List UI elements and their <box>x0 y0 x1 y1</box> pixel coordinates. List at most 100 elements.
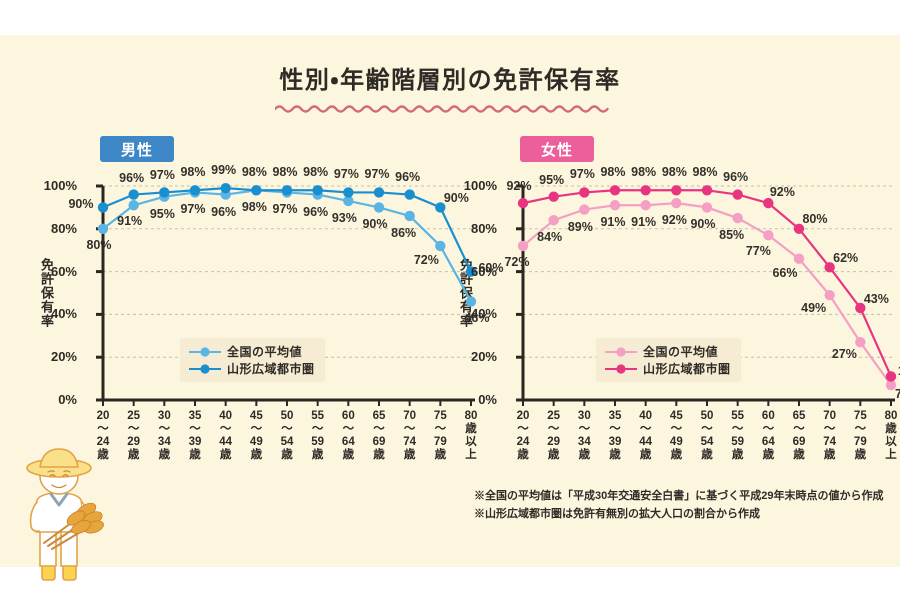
x-axis-tick-label: 70 〜 74 歳 <box>403 410 417 461</box>
y-axis-tick-label: 80% <box>50 220 77 236</box>
x-axis-tick-label: 40 〜 44 歳 <box>639 410 653 461</box>
data-value-label: 97% <box>272 202 298 217</box>
x-axis-tick-label: 35 〜 39 歳 <box>188 410 202 461</box>
series-point <box>855 337 866 348</box>
y-axis-tick-label: 20% <box>50 349 77 365</box>
legend-marker-icon <box>189 346 221 357</box>
x-axis-tick-label: 25 〜 29 歳 <box>127 410 141 461</box>
data-value-label: 46% <box>464 310 490 325</box>
series-point <box>609 200 621 211</box>
data-value-label: 77% <box>745 244 771 259</box>
series-point <box>251 185 262 196</box>
series-point <box>404 189 415 200</box>
series-point <box>793 223 805 234</box>
data-value-label: 85% <box>719 228 745 243</box>
data-value-label: 91% <box>631 215 657 230</box>
data-value-label: 43% <box>863 291 889 306</box>
data-value-label: 98% <box>661 165 687 180</box>
x-axis-tick-label: 20 〜 24 歳 <box>516 410 530 461</box>
x-axis-tick-label: 50 〜 54 歳 <box>280 410 294 461</box>
series-point <box>517 197 529 209</box>
series-point <box>640 185 651 196</box>
data-value-label: 98% <box>631 165 657 180</box>
x-axis-tick-label: 70 〜 74 歳 <box>823 410 837 461</box>
series-point <box>281 185 293 196</box>
series-point <box>517 240 529 252</box>
data-value-label: 97% <box>333 167 359 182</box>
legend-female: 全国の平均値 山形広域都市圏 <box>596 338 741 382</box>
data-value-label: 98% <box>241 200 267 215</box>
series-point <box>465 296 477 307</box>
data-value-label: 91% <box>600 215 626 230</box>
series-point <box>128 200 139 211</box>
series-point <box>824 262 835 273</box>
data-value-label: 92% <box>506 179 532 194</box>
data-value-label: 98% <box>180 165 206 180</box>
data-value-label: 80% <box>86 237 112 252</box>
series-point <box>343 195 354 207</box>
y-axis-tick-label: 40% <box>470 306 497 322</box>
series-point <box>404 210 415 222</box>
series-point <box>548 191 559 202</box>
data-value-label: 72% <box>413 252 439 267</box>
series-point <box>97 202 109 213</box>
y-axis-tick-label: 100% <box>463 178 497 193</box>
series-point <box>855 302 866 314</box>
y-axis-tick-label: 80% <box>470 220 497 236</box>
series-point <box>885 371 897 382</box>
series-point <box>793 253 805 264</box>
data-value-label: 97% <box>180 202 206 217</box>
y-axis-tick-label: 0% <box>58 392 77 407</box>
x-axis-tick-label: 80 歳以上 <box>884 410 898 461</box>
chart-plot-female <box>516 184 897 406</box>
series-point <box>435 240 446 252</box>
data-value-label: 97% <box>364 167 390 182</box>
legend-row: 山形広域都市圏 <box>604 360 731 377</box>
x-axis-tick-label: 45 〜 49 歳 <box>669 410 683 461</box>
data-value-label: 72% <box>504 254 530 269</box>
x-axis-tick-label: 30 〜 34 歳 <box>157 410 171 461</box>
data-value-label: 92% <box>661 213 687 228</box>
data-value-label: 98% <box>692 165 718 180</box>
data-value-label: 90% <box>690 217 716 232</box>
series-point <box>579 187 590 198</box>
data-value-label: 96% <box>303 204 329 219</box>
data-value-label: 49% <box>801 301 827 316</box>
x-axis-tick-label: 60 〜 64 歳 <box>761 410 775 461</box>
series-point <box>159 187 170 198</box>
data-value-label: 95% <box>149 206 175 221</box>
series-point <box>609 185 621 196</box>
series-point <box>885 379 897 391</box>
series-point <box>373 202 385 213</box>
data-value-label: 97% <box>569 167 595 182</box>
series-point <box>671 197 682 209</box>
footnote-line-1: ※全国の平均値は「平成30年交通安全白書」に基づく平成29年末時点の値から作成 <box>474 490 884 502</box>
x-axis-tick-label: 40 〜 44 歳 <box>219 410 233 461</box>
data-value-label: 80% <box>802 211 828 226</box>
data-value-label: 98% <box>600 165 626 180</box>
x-axis-tick-label: 30 〜 34 歳 <box>577 410 591 461</box>
series-point <box>548 215 559 226</box>
data-value-label: 96% <box>211 204 237 219</box>
y-axis-label-male: 免許保有率 <box>39 258 54 328</box>
series-point <box>189 185 201 196</box>
chart-male: 90% 96% 97% 98% 99% 98% 98% 98% 97% 97% 96% 90% 60% 8… <box>68 163 504 408</box>
series-point <box>824 289 835 301</box>
series-point <box>640 200 651 211</box>
x-axis-tick-label: 20 〜 24 歳 <box>96 410 110 461</box>
data-value-label: 99% <box>211 163 237 178</box>
data-value-label: 7% <box>894 387 900 402</box>
series-point <box>763 230 774 241</box>
data-value-label: 96% <box>723 169 749 184</box>
x-axis-tick-label: 50 〜 54 歳 <box>700 410 714 461</box>
legend-marker-icon <box>189 363 221 374</box>
series-point <box>732 212 743 224</box>
legend-label: 全国の平均値 <box>227 345 303 359</box>
legend-row: 全国の平均値 <box>604 343 731 360</box>
y-axis-tick-label: 100% <box>43 178 77 193</box>
data-value-label: 91% <box>117 214 143 229</box>
x-axis-tick-label: 55 〜 59 歳 <box>311 410 325 461</box>
series-point <box>763 197 774 209</box>
x-axis-tick-label: 65 〜 69 歳 <box>372 410 386 461</box>
